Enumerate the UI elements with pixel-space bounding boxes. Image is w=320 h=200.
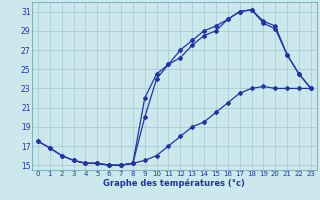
X-axis label: Graphe des températures (°c): Graphe des températures (°c) [103, 179, 245, 188]
